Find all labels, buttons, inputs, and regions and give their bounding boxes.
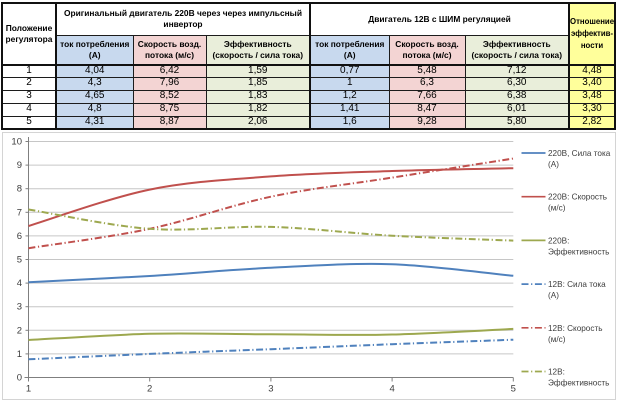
svg-text:4: 4 (17, 278, 22, 289)
svg-text:(м/с): (м/с) (548, 335, 566, 344)
svg-text:220В, Сила тока: 220В, Сила тока (548, 149, 611, 158)
svg-text:3: 3 (17, 302, 22, 313)
svg-text:(м/с): (м/с) (548, 204, 566, 213)
svg-text:5: 5 (511, 384, 516, 395)
svg-text:0: 0 (17, 373, 22, 384)
svg-text:12В:: 12В: (548, 368, 565, 377)
svg-text:9: 9 (17, 160, 22, 171)
svg-text:3: 3 (268, 384, 273, 395)
svg-text:10: 10 (11, 137, 22, 148)
svg-text:Эффективность: Эффективность (548, 247, 609, 256)
svg-text:8: 8 (17, 184, 22, 195)
svg-text:1: 1 (17, 349, 22, 360)
svg-text:6: 6 (17, 231, 22, 242)
svg-text:7: 7 (17, 207, 22, 218)
svg-text:4: 4 (389, 384, 394, 395)
svg-text:Эффективность: Эффективность (548, 379, 609, 388)
svg-text:5: 5 (17, 255, 22, 266)
svg-text:2: 2 (17, 325, 22, 336)
svg-text:220В: Скорость: 220В: Скорость (548, 193, 607, 202)
svg-text:2: 2 (147, 384, 152, 395)
svg-text:(А): (А) (548, 160, 559, 169)
svg-text:12В: Сила тока: 12В: Сила тока (548, 280, 606, 289)
svg-text:220В:: 220В: (548, 236, 569, 245)
svg-text:12В: Скорость: 12В: Скорость (548, 324, 602, 333)
svg-text:1: 1 (26, 384, 31, 395)
svg-text:(А): (А) (548, 291, 559, 300)
